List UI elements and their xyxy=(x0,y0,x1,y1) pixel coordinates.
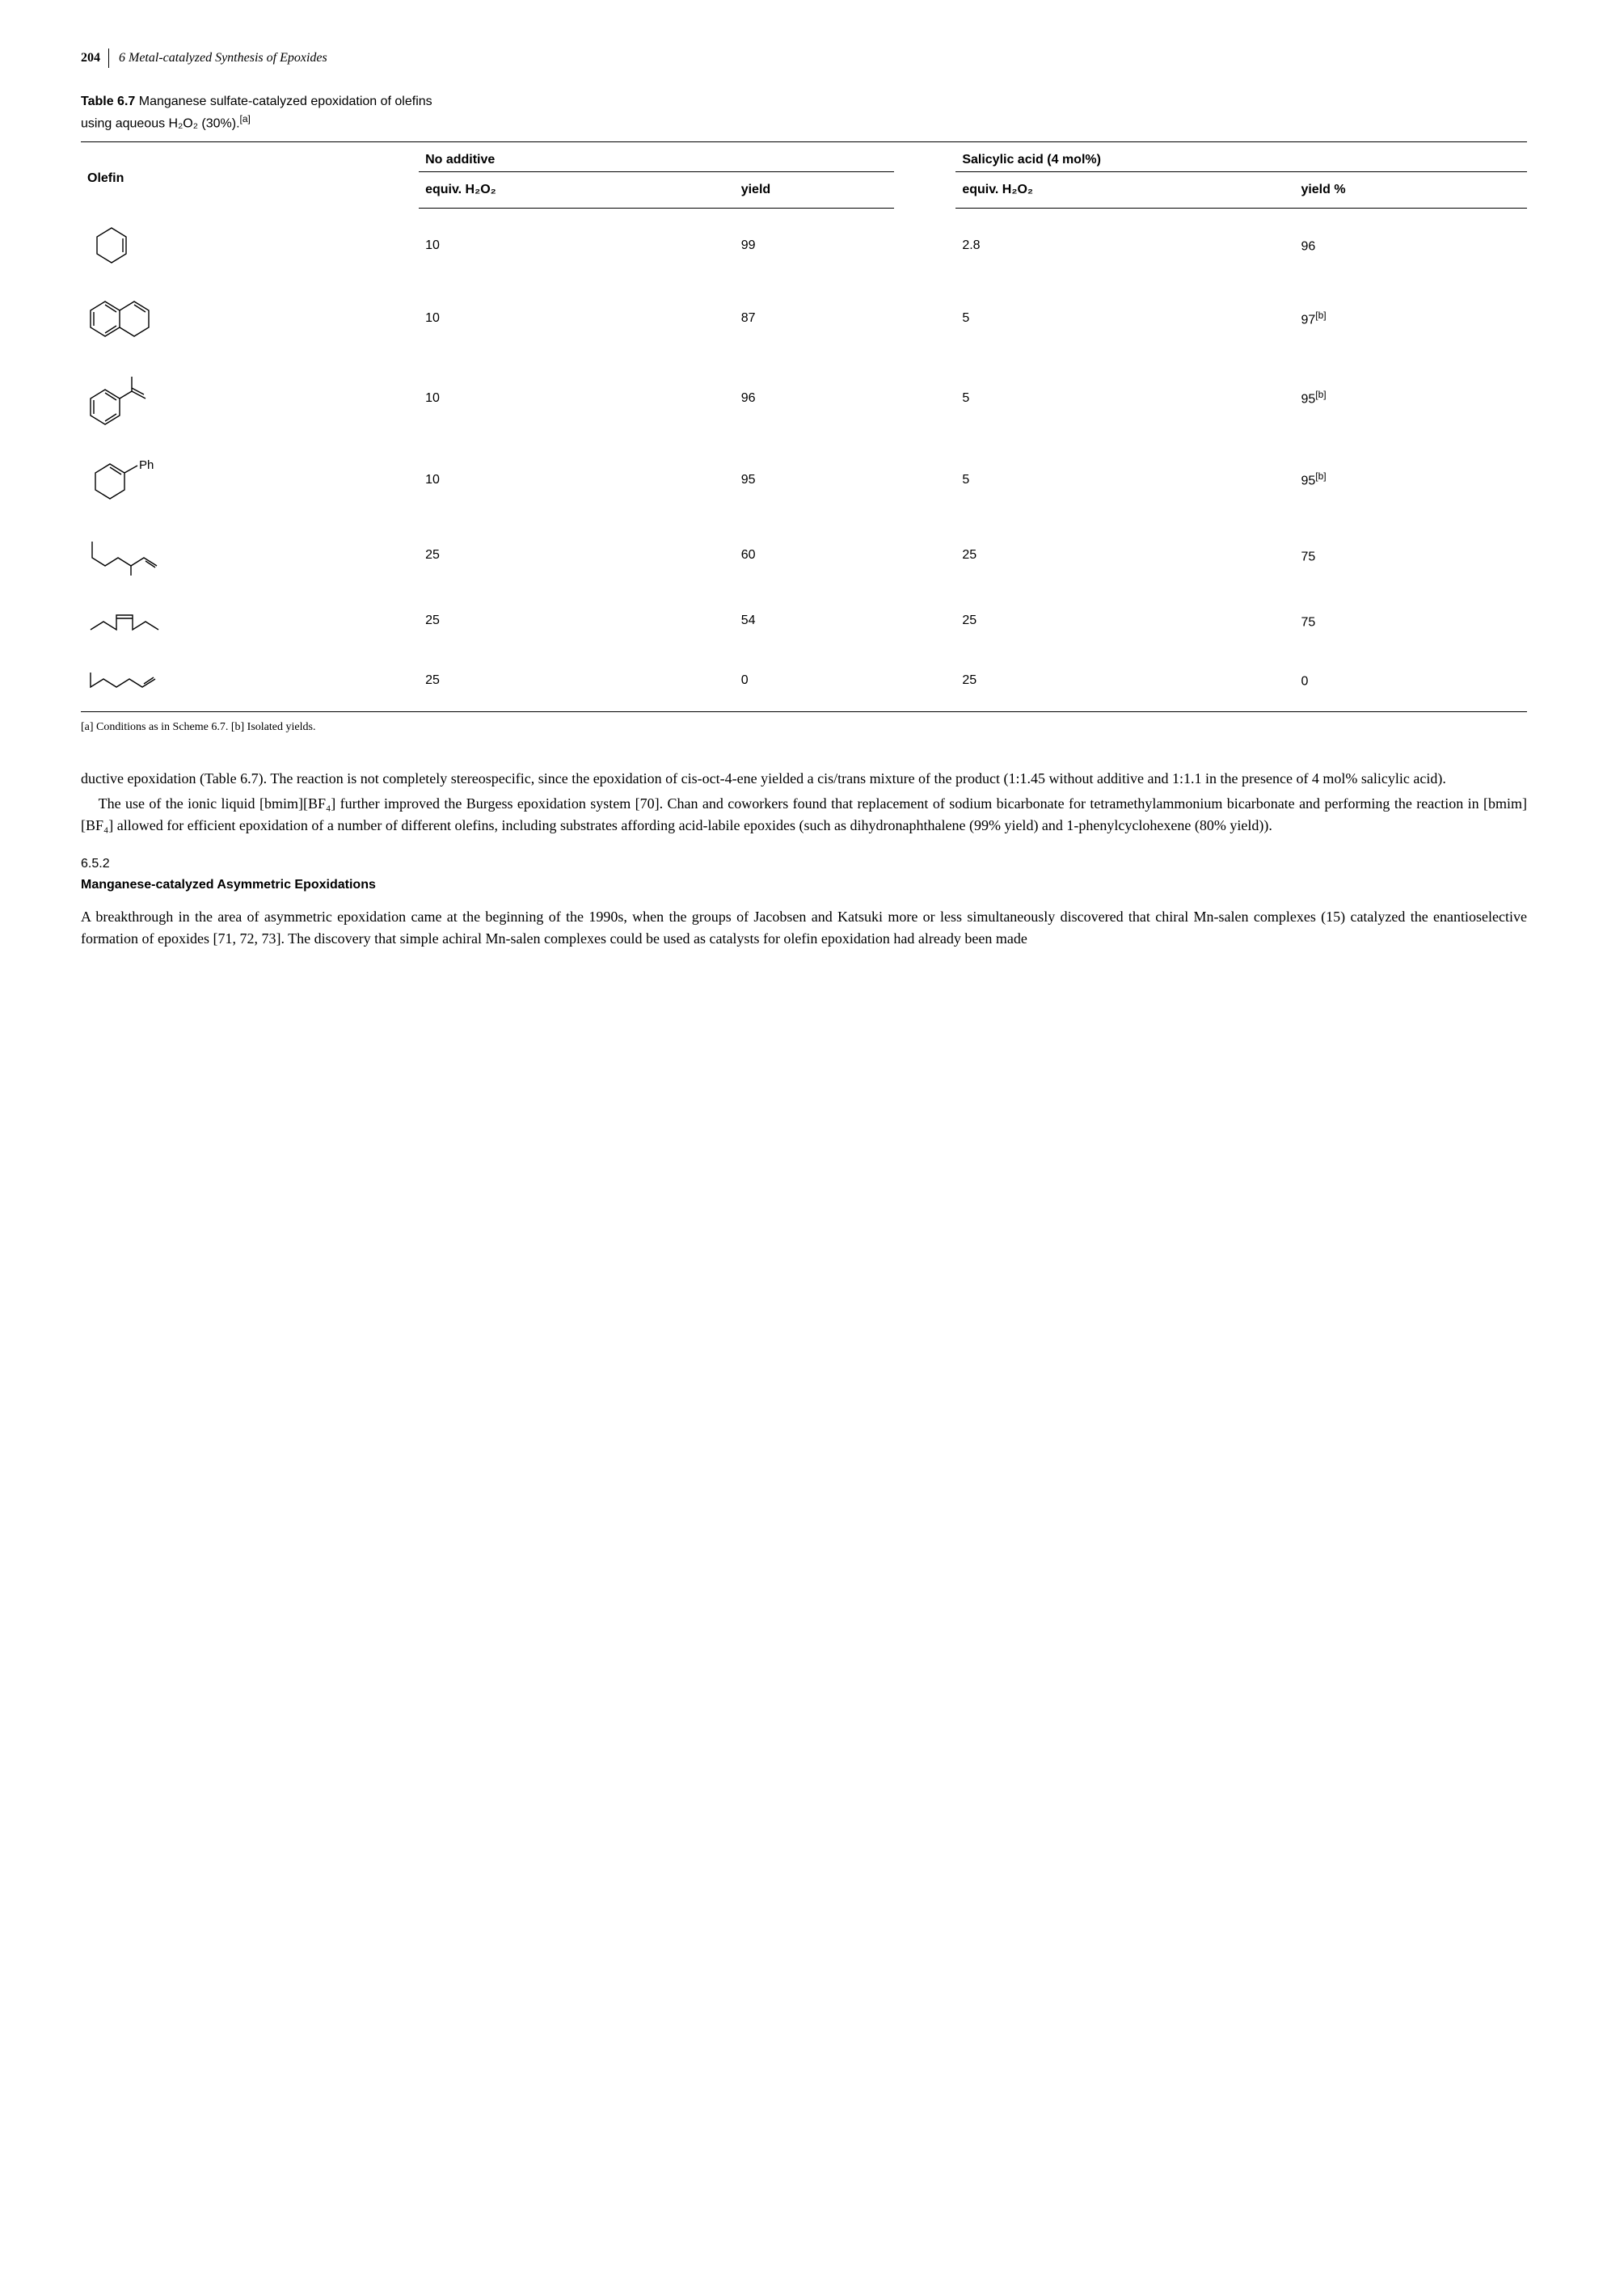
data-table: Olefin No additive Salicylic acid (4 mol… xyxy=(81,141,1527,712)
olefin-structure xyxy=(81,519,419,593)
cell-equiv2: 5 xyxy=(955,282,1294,356)
cell-equiv2: 5 xyxy=(955,441,1294,519)
table-caption-line1: Manganese sulfate-catalyzed epoxidation … xyxy=(139,95,432,108)
cell-yield2: 75 xyxy=(1294,519,1527,593)
cell-yield1: 60 xyxy=(735,519,895,593)
cell-yield1: 96 xyxy=(735,356,895,441)
table-caption: Table 6.7 Manganese sulfate-catalyzed ep… xyxy=(81,92,1527,133)
cell-equiv1: 25 xyxy=(419,519,735,593)
chapter-title: 6 Metal-catalyzed Synthesis of Epoxides xyxy=(119,48,327,68)
cell-equiv2: 25 xyxy=(955,650,1294,712)
cell-equiv2: 2.8 xyxy=(955,209,1294,282)
col-group-salicylic: Salicylic acid (4 mol%) xyxy=(955,142,1527,172)
olefin-structure: Ph xyxy=(81,441,419,519)
table-footnote: [a] Conditions as in Scheme 6.7. [b] Iso… xyxy=(81,719,1527,736)
table-row: 10 96 5 95[b] xyxy=(81,356,1527,441)
cell-yield1: 54 xyxy=(735,593,895,650)
paragraph: The use of the ionic liquid [bmim][BF₄] … xyxy=(81,793,1527,837)
cell-equiv1: 10 xyxy=(419,282,735,356)
col-yield1: yield xyxy=(735,172,895,209)
col-olefin: Olefin xyxy=(81,142,419,209)
cell-equiv1: 10 xyxy=(419,356,735,441)
col-group-no-additive: No additive xyxy=(419,142,894,172)
cell-yield1: 95 xyxy=(735,441,895,519)
olefin-structure xyxy=(81,593,419,650)
cell-equiv1: 25 xyxy=(419,650,735,712)
table-row: 25 54 25 75 xyxy=(81,593,1527,650)
col-equiv2: equiv. H₂O₂ xyxy=(955,172,1294,209)
table-row: Ph 10 95 5 95[b] xyxy=(81,441,1527,519)
cell-equiv2: 25 xyxy=(955,519,1294,593)
paragraph: ductive epoxidation (Table 6.7). The rea… xyxy=(81,768,1527,790)
cell-equiv1: 10 xyxy=(419,441,735,519)
page-header: 204 6 Metal-catalyzed Synthesis of Epoxi… xyxy=(81,48,1527,68)
table-caption-line2: using aqueous H₂O₂ (30%). xyxy=(81,116,240,130)
table-row: 25 0 25 0 xyxy=(81,650,1527,712)
table-row: 10 87 5 97[b] xyxy=(81,282,1527,356)
body-text: A breakthrough in the area of asymmetric… xyxy=(81,906,1527,950)
cell-yield2: 97[b] xyxy=(1294,282,1527,356)
col-equiv1: equiv. H₂O₂ xyxy=(419,172,735,209)
table-caption-super: [a] xyxy=(240,113,251,124)
section-title: Manganese-catalyzed Asymmetric Epoxidati… xyxy=(81,875,1527,895)
col-yield2: yield % xyxy=(1294,172,1527,209)
table-row: 10 99 2.8 96 xyxy=(81,209,1527,282)
cell-yield2: 0 xyxy=(1294,650,1527,712)
cell-equiv2: 25 xyxy=(955,593,1294,650)
cell-yield2: 95[b] xyxy=(1294,356,1527,441)
col-spacer xyxy=(894,142,955,209)
page-number: 204 xyxy=(81,48,109,68)
table-row: 25 60 25 75 xyxy=(81,519,1527,593)
cell-yield2: 95[b] xyxy=(1294,441,1527,519)
svg-text:Ph: Ph xyxy=(139,458,154,472)
olefin-structure xyxy=(81,650,419,712)
table-label: Table 6.7 xyxy=(81,95,135,108)
paragraph: A breakthrough in the area of asymmetric… xyxy=(81,906,1527,950)
cell-equiv2: 5 xyxy=(955,356,1294,441)
body-text: ductive epoxidation (Table 6.7). The rea… xyxy=(81,768,1527,837)
cell-yield1: 0 xyxy=(735,650,895,712)
cell-yield2: 96 xyxy=(1294,209,1527,282)
cell-yield2: 75 xyxy=(1294,593,1527,650)
cell-equiv1: 10 xyxy=(419,209,735,282)
olefin-structure xyxy=(81,282,419,356)
section-number: 6.5.2 xyxy=(81,854,1527,874)
cell-yield1: 87 xyxy=(735,282,895,356)
cell-yield1: 99 xyxy=(735,209,895,282)
olefin-structure xyxy=(81,209,419,282)
cell-equiv1: 25 xyxy=(419,593,735,650)
olefin-structure xyxy=(81,356,419,441)
